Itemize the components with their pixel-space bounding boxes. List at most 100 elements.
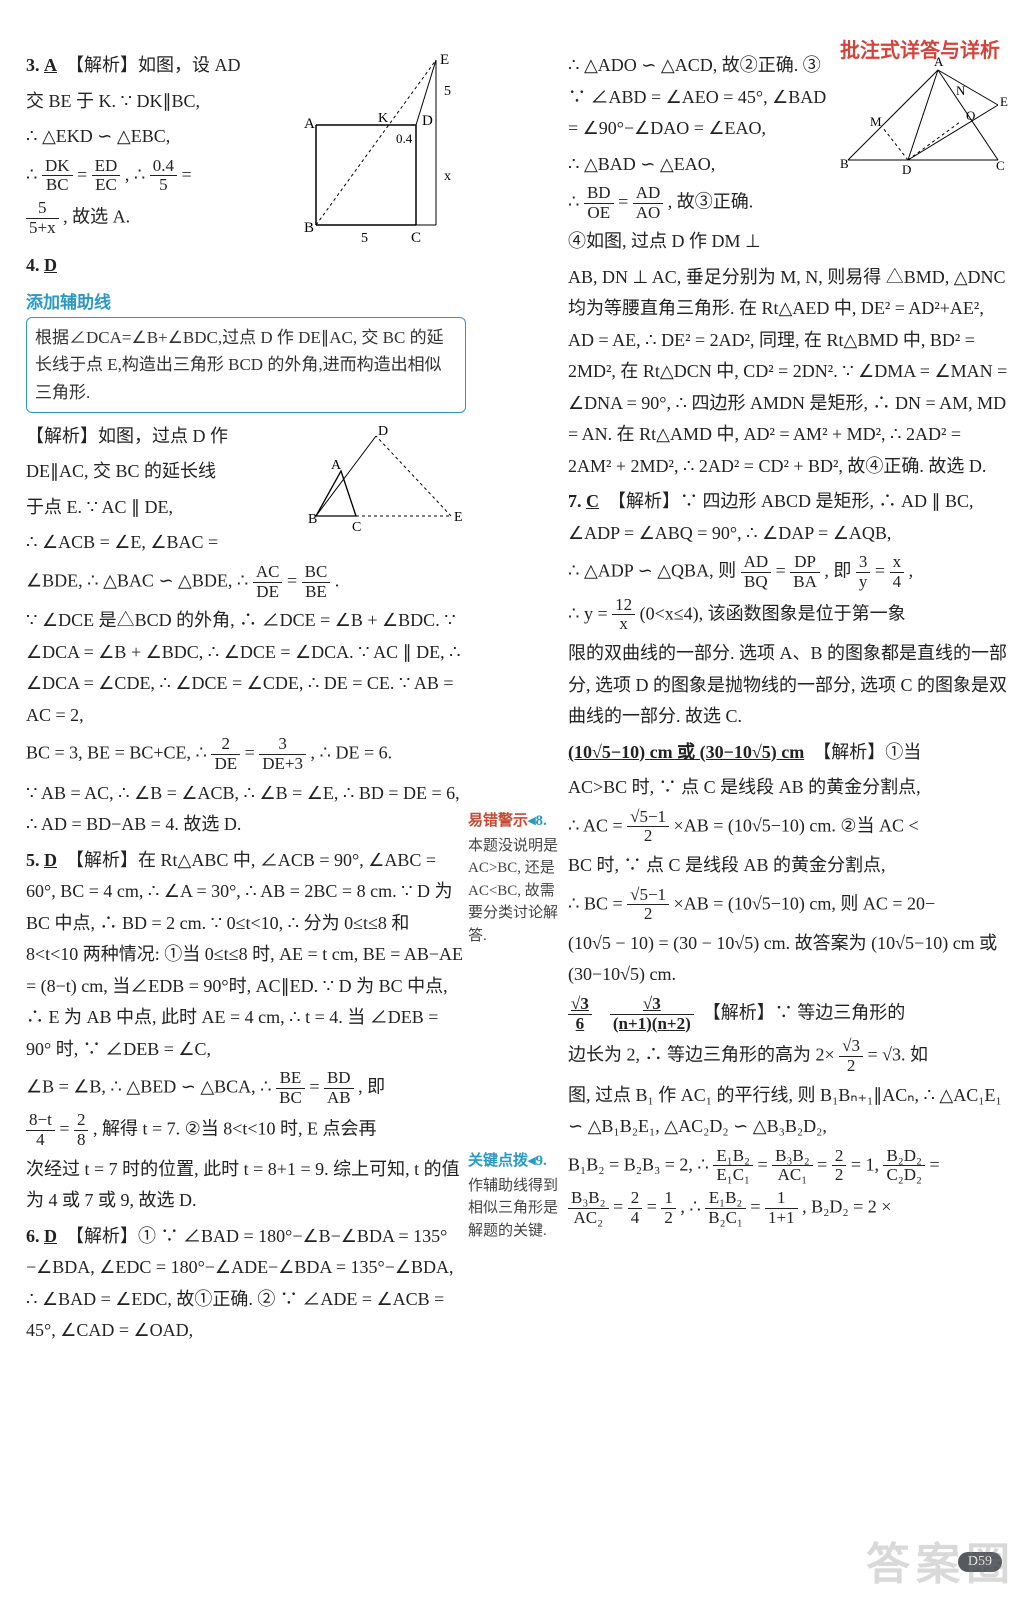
q3-num: 3. — [26, 55, 40, 75]
eq: = — [309, 1076, 324, 1096]
eq: = — [618, 191, 633, 211]
q4-p8: ∵ AB = AC, ∴ ∠B = ∠ACB, ∴ ∠B = ∠E, ∴ BD … — [26, 778, 466, 841]
eq: = — [245, 743, 260, 763]
q8-l1: 【解析】①当 — [813, 742, 921, 762]
frac: BE — [302, 583, 331, 602]
frac: OE — [584, 204, 614, 223]
frac: EC — [92, 176, 121, 195]
eq: = — [929, 1154, 939, 1174]
frac: 4 — [890, 573, 905, 592]
frac: 5+x — [26, 219, 59, 238]
frac: x — [890, 553, 905, 573]
q6c-l5: AB, DN ⊥ AC, 垂足分别为 M, N, 则易得 △BMD, △DNC … — [568, 262, 1008, 483]
q7-l4: 限的双曲线的一部分. 选项 A、B 的图象都是直线的一部分, 选项 D 的图象是… — [568, 638, 1008, 733]
page-header: 批注式详答与详析 — [840, 34, 1000, 63]
tip-box: 根据∠DCA=∠B+∠BDC,过点 D 作 DE∥AC, 交 BC 的延长线于点… — [26, 317, 466, 413]
frac: C₂D₂ — [883, 1166, 924, 1185]
q5-num: 5. — [26, 850, 40, 870]
txt: ×AB = (10√5−10) cm, 则 AC = 20− — [674, 893, 936, 913]
txt: ∴ △ADP ∽ △QBA, 则 — [568, 561, 741, 581]
frac: E₁C₁ — [713, 1166, 753, 1185]
q4-p1: 【解析】如图，过点 D 作 — [26, 421, 280, 453]
frac: AO — [633, 204, 664, 223]
svg-text:N: N — [956, 83, 966, 98]
svg-text:B: B — [304, 220, 314, 236]
frac: AC₂ — [568, 1209, 609, 1228]
txt: B₁B₂ = B₂B₃ = 2, ∴ — [568, 1154, 713, 1174]
frac: BQ — [741, 573, 772, 592]
frac: 5 — [26, 199, 59, 219]
txt: . — [335, 570, 340, 590]
frac: DE — [253, 583, 283, 602]
q3-l2: 交 BE 于 K. ∵ DK∥BC, — [26, 86, 290, 118]
frac: E₁B₂ — [713, 1147, 753, 1167]
frac: B₃B₂ — [772, 1147, 813, 1167]
frac: E₁B₂ — [705, 1189, 746, 1209]
frac: B₂C₁ — [705, 1209, 746, 1228]
frac: DK — [42, 157, 73, 177]
frac: 3 — [856, 553, 871, 573]
frac: BC — [276, 1089, 305, 1108]
frac: BE — [276, 1069, 305, 1089]
svg-text:C: C — [996, 158, 1005, 173]
svg-text:K: K — [378, 111, 388, 126]
q9-l1: 【解析】∵ 等边三角形的 — [703, 1002, 906, 1022]
frac: 1 — [661, 1189, 676, 1209]
q5-ans: D — [44, 850, 57, 870]
txt: , B₂D₂ = 2 × — [802, 1196, 891, 1216]
tip-title: 添加辅助线 — [26, 288, 466, 318]
eq: = — [875, 561, 890, 581]
txt: , ∴ — [125, 164, 150, 184]
frac: AD — [633, 184, 664, 204]
frac: 2 — [628, 1189, 643, 1209]
eq: = — [750, 1196, 765, 1216]
frac: 8 — [74, 1131, 89, 1150]
frac: B₃B₂ — [568, 1189, 609, 1209]
svg-text:B: B — [840, 156, 849, 171]
q7-num: 7. — [568, 491, 582, 511]
txt: ∴ AC = — [568, 815, 627, 835]
frac: B₂D₂ — [883, 1147, 924, 1167]
q3-l1: 【解析】如图，设 AD — [66, 55, 241, 75]
frac: √5−1 — [627, 886, 669, 906]
q9-l3: 图, 过点 B₁ 作 AC₁ 的平行线, 则 B₁Bₙ₊₁∥ACₙ, ∴ △AC… — [568, 1080, 1008, 1143]
txt: ∠BDE, ∴ △BAC ∽ △BDE, ∴ — [26, 570, 253, 590]
svg-text:D: D — [902, 162, 911, 177]
margin-tag-2: 关键点拨◂9. — [468, 1150, 564, 1173]
frac: BD — [584, 184, 614, 204]
q6c-l4: ④如图, 过点 D 作 DM ⊥ — [568, 226, 832, 258]
eq: = — [757, 1154, 772, 1174]
frac: DE+3 — [259, 755, 306, 774]
txt: , — [909, 561, 914, 581]
watermark: 答案圈 — [866, 1528, 1016, 1592]
txt: = — [182, 164, 192, 184]
q6-figure: A B C D E M N O — [838, 50, 1008, 180]
txt: ∠B = ∠B, ∴ △BED ∽ △BCA, ∴ — [26, 1076, 276, 1096]
frac: AB — [324, 1089, 354, 1108]
frac: 2 — [832, 1147, 847, 1167]
q7-l1: 【解析】∵ 四边形 ABCD 是矩形, ∴ AD ∥ BC, ∠ADP = ∠A… — [568, 491, 974, 543]
txt: BC = 3, BE = BC+CE, ∴ — [26, 743, 211, 763]
eq: = — [817, 1154, 832, 1174]
frac: 3 — [259, 735, 306, 755]
svg-text:O: O — [966, 108, 975, 123]
svg-text:B: B — [308, 512, 317, 527]
margin-body-2: 作辅助线得到相似三角形是解题的关键. — [468, 1175, 564, 1243]
frac: BA — [790, 573, 820, 592]
q3-ans: A — [44, 55, 57, 75]
frac: AD — [741, 553, 772, 573]
svg-text:5: 5 — [444, 84, 451, 99]
q3-block: 3. A 【解析】如图，设 AD 交 BE 于 K. ∵ DK∥BC, ∴ △E… — [26, 50, 466, 250]
frac: BC — [42, 176, 73, 195]
q6c-l1: ∴ △ADO ∽ △ACD, 故②正确. ③ ∵ ∠ABD = ∠AEO = 4… — [568, 50, 832, 145]
frac: √5−1 — [627, 808, 669, 828]
svg-text:x: x — [444, 169, 451, 184]
q3-figure: A B C D E K 0.4 5 x 5 — [296, 50, 466, 250]
frac: 2 — [832, 1166, 847, 1185]
frac: 1 — [765, 1189, 798, 1209]
q4-num: 4. — [26, 255, 40, 275]
frac: ED — [92, 157, 121, 177]
txt: , 即 — [824, 561, 856, 581]
frac: 4 — [26, 1131, 55, 1150]
txt: 边长为 2, ∴ 等边三角形的高为 2× — [568, 1045, 835, 1065]
